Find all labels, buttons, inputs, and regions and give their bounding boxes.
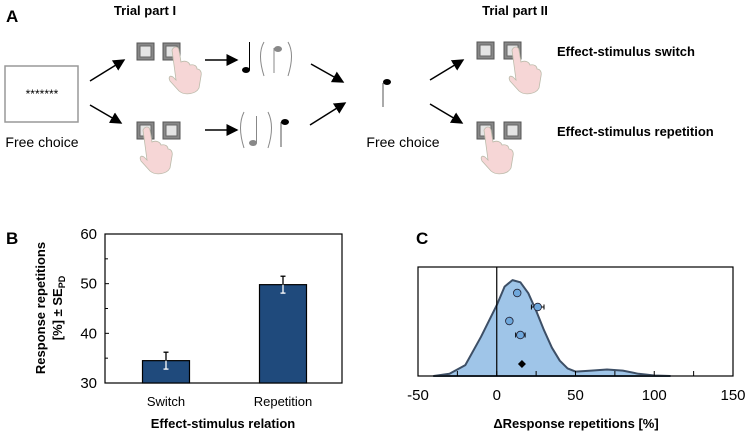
x-tick-label: 0	[493, 387, 501, 404]
y-axis-label-line2: [%] ± SEPD	[50, 275, 67, 340]
flow-arrows	[89, 54, 465, 136]
hand-icon	[508, 46, 542, 95]
y-tick-label: 40	[80, 325, 97, 342]
y-tick-label: 50	[80, 276, 97, 293]
response-keys-part2-top	[476, 41, 542, 95]
bar-repetition	[258, 284, 308, 384]
switch-condition-label: Effect-stimulus switch	[557, 44, 695, 59]
x-axis-label: Effect-stimulus relation	[151, 416, 296, 431]
panel-label-c: C	[416, 229, 428, 248]
panel-label-a: A	[6, 7, 18, 26]
stimulus-screen	[4, 65, 79, 123]
y-tick-label: 30	[80, 375, 97, 392]
data-point	[516, 330, 525, 340]
plot-frame	[417, 266, 734, 377]
data-point	[505, 316, 514, 326]
panel-b-bar-chart: B 30 40 50 60 Switch Repetition Effect-stim…	[6, 226, 343, 431]
repetition-condition-label: Effect-stimulus repetition	[557, 124, 714, 139]
x-tick-label: 100	[642, 387, 667, 404]
response-keys-part1-bottom	[136, 121, 181, 175]
mean-diamond-marker	[517, 360, 526, 368]
x-tick-label: 150	[720, 387, 745, 404]
free-choice-label-1: Free choice	[5, 134, 78, 150]
panel-label-b: B	[6, 229, 18, 248]
x-axis-label: ΔResponse repetitions [%]	[493, 416, 658, 431]
trial-part-1-heading: Trial part I	[114, 3, 176, 18]
category-label-switch: Switch	[147, 394, 185, 409]
response-keys-part1-top	[136, 42, 202, 95]
data-point	[533, 302, 542, 312]
stimulus-asterisks: *******	[26, 87, 59, 101]
y-axis-label-line1: Response repetitions	[33, 242, 48, 374]
music-note-icons	[240, 41, 391, 149]
y-tick-label: 60	[80, 226, 97, 243]
x-tick-label: 50	[567, 387, 584, 404]
response-keys-part2-bottom	[476, 121, 522, 175]
free-choice-label-2: Free choice	[366, 134, 439, 150]
panel-c-density-plot: C -50 0 50 100 150 ΔResponse repetitions [%]	[407, 229, 745, 431]
data-point	[513, 288, 522, 298]
hand-icon	[168, 46, 202, 95]
category-label-repetition: Repetition	[254, 394, 313, 409]
panel-a: A Trial part I Trial part II ******* Fre…	[4, 3, 714, 175]
density-area	[432, 279, 671, 377]
x-tick-label: -50	[407, 387, 429, 404]
trial-part-2-heading: Trial part II	[482, 3, 548, 18]
